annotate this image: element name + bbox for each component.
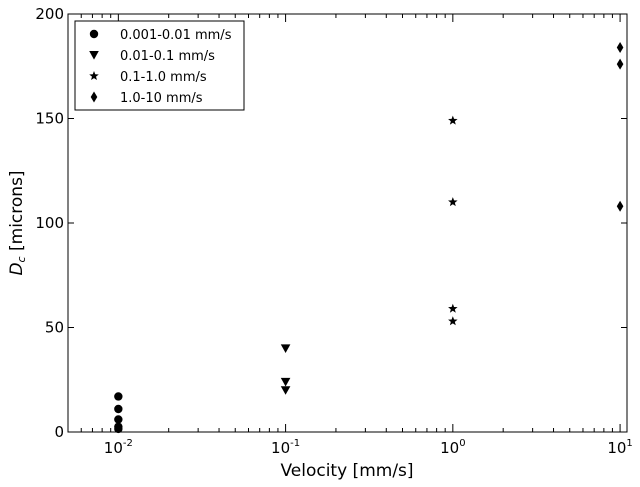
plot-area-frame xyxy=(67,13,628,433)
legend-label-2: 0.1-1.0 mm/s xyxy=(120,70,207,85)
y-axis-label-rest: [microns] xyxy=(7,170,27,256)
legend-marker-0 xyxy=(89,29,99,39)
legend-frame xyxy=(74,20,245,111)
data-point-series-0 xyxy=(114,415,123,424)
data-point-series-1 xyxy=(280,344,291,353)
data-point-series-2 xyxy=(448,303,458,313)
y-tick-label: 150 xyxy=(35,110,64,128)
x-tick-label: 100 xyxy=(440,438,465,457)
y-tick-label: 100 xyxy=(35,214,64,232)
y-axis-label-sub: c xyxy=(15,256,28,262)
data-point-series-2 xyxy=(448,115,458,125)
data-point-series-0 xyxy=(114,422,123,431)
ticks-layer: 0 50 100 150 200 10-2 10-1 100 101 xyxy=(35,5,632,457)
legend-marker-3 xyxy=(90,91,98,103)
x-axis-label: Velocity [mm/s] xyxy=(280,461,413,481)
points-layer xyxy=(114,41,624,434)
legend-label-3: 1.0-10 mm/s xyxy=(120,91,203,106)
x-tick-label: 10-2 xyxy=(104,438,133,457)
data-point-series-1 xyxy=(280,386,291,395)
data-point-series-3 xyxy=(616,200,624,212)
legend-marker-2 xyxy=(89,71,99,81)
legend: 0.001-0.01 mm/s 0.01-0.1 mm/s 0.1-1.0 mm… xyxy=(74,20,245,111)
y-axis-label-main: D xyxy=(7,262,27,275)
y-tick-label: 200 xyxy=(35,5,64,23)
x-tick-label: 10-1 xyxy=(271,438,300,457)
legend-label-0: 0.001-0.01 mm/s xyxy=(120,28,232,43)
data-point-series-2 xyxy=(448,197,458,207)
data-point-series-0 xyxy=(114,404,123,414)
data-point-series-3 xyxy=(616,41,624,53)
data-point-series-3 xyxy=(616,58,624,70)
x-tick-label: 101 xyxy=(607,438,632,457)
y-axis-label: Dc [microns] xyxy=(7,170,28,275)
legend-markers xyxy=(89,29,99,103)
y-tick-label: 0 xyxy=(54,423,64,441)
data-point-series-0 xyxy=(114,392,123,401)
legend-label-1: 0.01-0.1 mm/s xyxy=(120,49,215,64)
data-point-series-1 xyxy=(280,377,291,387)
y-tick-label: 50 xyxy=(45,319,64,337)
legend-marker-1 xyxy=(89,51,99,60)
data-point-series-2 xyxy=(448,316,458,326)
